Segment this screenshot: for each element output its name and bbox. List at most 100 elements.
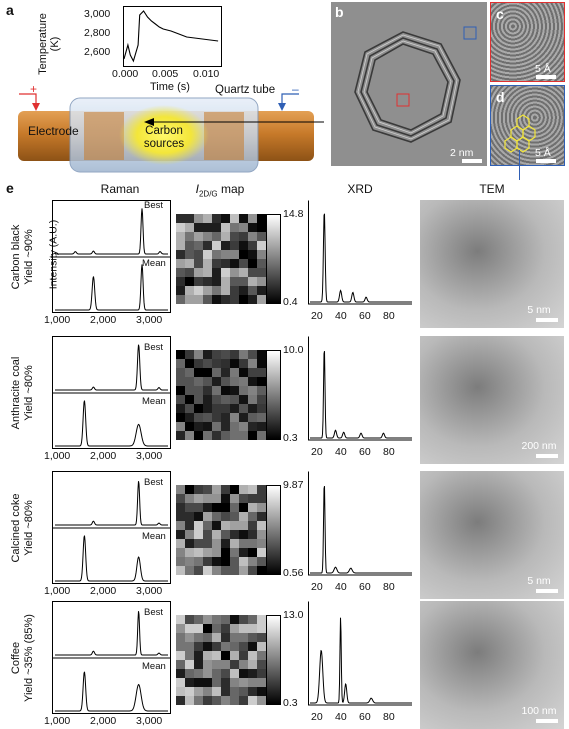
mean-label: Mean xyxy=(142,396,166,407)
map-cell xyxy=(248,223,257,232)
map-cell xyxy=(248,678,257,687)
map-cell xyxy=(185,368,194,377)
map-cell xyxy=(203,642,212,651)
time-xtick-0: 0.000 xyxy=(112,68,139,80)
map-cell xyxy=(230,422,239,431)
map-cell xyxy=(194,350,203,359)
map-cell xyxy=(221,548,230,557)
map-cell xyxy=(239,404,248,413)
map-cell xyxy=(257,696,266,705)
map-cell xyxy=(221,557,230,566)
map-cell xyxy=(176,431,185,440)
map-cell xyxy=(230,557,239,566)
map-cell xyxy=(248,386,257,395)
map-cell xyxy=(257,512,266,521)
map-cell xyxy=(212,377,221,386)
map-cell xyxy=(221,696,230,705)
map-cell xyxy=(194,359,203,368)
map-cell xyxy=(176,395,185,404)
map-cell xyxy=(176,277,185,286)
map-cell xyxy=(230,615,239,624)
temp-plot xyxy=(123,6,222,67)
temp-ylabel-wrap: Temperature (K) xyxy=(37,4,61,84)
map-cell xyxy=(212,633,221,642)
map-cell xyxy=(239,232,248,241)
map-cell xyxy=(248,696,257,705)
map-cell xyxy=(176,633,185,642)
map-cell xyxy=(239,386,248,395)
map-cell xyxy=(176,413,185,422)
xrd-plot xyxy=(308,601,412,706)
map-cell xyxy=(257,557,266,566)
colorbar xyxy=(266,485,281,575)
map-cell xyxy=(257,624,266,633)
map-cell xyxy=(230,368,239,377)
temp-ylabel: Temperature (K) xyxy=(37,0,61,89)
map-cell xyxy=(248,557,257,566)
map-cell xyxy=(194,548,203,557)
map-cell xyxy=(230,359,239,368)
map-cell xyxy=(230,350,239,359)
map-cell xyxy=(239,696,248,705)
map-cell xyxy=(185,413,194,422)
map-cell xyxy=(212,232,221,241)
map-cell xyxy=(176,696,185,705)
map-cell xyxy=(230,241,239,250)
xrd-xtick: 60 xyxy=(359,446,371,458)
arrow-to-b-head xyxy=(144,118,154,126)
map-cell xyxy=(248,404,257,413)
map-cell xyxy=(203,286,212,295)
scale-bar-b xyxy=(462,159,482,163)
map-cell xyxy=(203,350,212,359)
map-cell xyxy=(257,615,266,624)
map-cell xyxy=(194,539,203,548)
row-label: Calcined coke Yield ~80% xyxy=(10,473,36,583)
panel-c-image xyxy=(490,2,565,82)
map-cell xyxy=(212,530,221,539)
map-cell xyxy=(203,223,212,232)
tem-scale-label: 100 nm xyxy=(521,705,557,717)
map-cell xyxy=(194,624,203,633)
map-cell xyxy=(185,521,194,530)
graphene-ring xyxy=(331,2,487,166)
panel-label-d: d xyxy=(496,89,505,105)
map-cell xyxy=(239,395,248,404)
map-cell xyxy=(185,404,194,413)
map-cell xyxy=(194,512,203,521)
map-cell xyxy=(221,669,230,678)
map-cell xyxy=(185,651,194,660)
raman-mean-trace xyxy=(55,535,168,582)
xrd-xtick: 20 xyxy=(311,446,323,458)
map-cell xyxy=(176,530,185,539)
map-cell xyxy=(257,232,266,241)
map-cell xyxy=(194,557,203,566)
map-cell xyxy=(212,539,221,548)
map-cell xyxy=(176,359,185,368)
xrd-xtick: 60 xyxy=(359,310,371,322)
map-cell xyxy=(212,286,221,295)
map-cell xyxy=(248,359,257,368)
map-cell xyxy=(230,494,239,503)
map-cell xyxy=(239,669,248,678)
map-cell xyxy=(203,485,212,494)
map-cell xyxy=(203,413,212,422)
map-cell xyxy=(185,485,194,494)
raman-best-trace xyxy=(55,344,168,391)
map-max: 9.87 xyxy=(283,479,304,491)
map-cell xyxy=(248,566,257,575)
map-cell xyxy=(194,651,203,660)
map-cell xyxy=(248,214,257,223)
map-cell xyxy=(221,277,230,286)
map-cell xyxy=(239,422,248,431)
map-cell xyxy=(257,566,266,575)
tem-scale-bar xyxy=(536,454,558,458)
map-cell xyxy=(194,232,203,241)
map-cell xyxy=(212,241,221,250)
map-cell xyxy=(212,566,221,575)
map-cell xyxy=(212,214,221,223)
map-cell xyxy=(203,539,212,548)
map-cell xyxy=(194,485,203,494)
map-cell xyxy=(230,286,239,295)
colorbar xyxy=(266,350,281,440)
map-cell xyxy=(176,259,185,268)
